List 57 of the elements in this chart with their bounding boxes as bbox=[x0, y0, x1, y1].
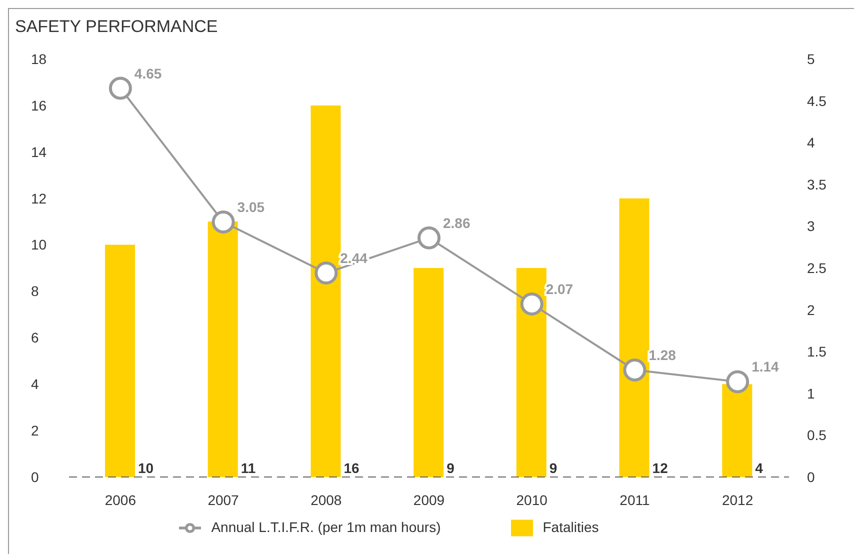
point bbox=[726, 370, 750, 394]
bar bbox=[516, 268, 546, 477]
data-label: 4.65 bbox=[134, 65, 162, 82]
data-label: 4 bbox=[755, 460, 764, 476]
y2-tick-label: 3.5 bbox=[807, 176, 827, 192]
y-tick-label: 6 bbox=[31, 330, 39, 346]
y2-tick-label: 4 bbox=[807, 134, 815, 151]
y2-tick-label: 4.5 bbox=[807, 92, 827, 109]
y-tick-label: 10 bbox=[31, 236, 47, 253]
data-label: 1.28 bbox=[648, 346, 676, 363]
point bbox=[314, 262, 338, 285]
y-tick-label: 0 bbox=[31, 468, 39, 485]
data-label: 1.14 bbox=[752, 358, 780, 375]
bar bbox=[722, 384, 752, 477]
x-tick-label: 2008 bbox=[310, 492, 342, 508]
chart-title: SAFETY PERFORMANCE bbox=[15, 17, 218, 37]
y-tick-label: 14 bbox=[31, 144, 47, 160]
bar bbox=[619, 198, 650, 477]
y2-tick-label: 3 bbox=[807, 218, 815, 234]
data-label: 9 bbox=[446, 460, 455, 476]
data-label: 2.86 bbox=[443, 214, 470, 231]
bar bbox=[105, 244, 135, 477]
y2-tick-label: 5 bbox=[807, 50, 815, 67]
legend-label: Fatalities bbox=[542, 518, 599, 535]
x-tick-label: 2012 bbox=[722, 492, 754, 508]
point bbox=[212, 210, 235, 234]
data-label: 3.05 bbox=[237, 199, 265, 216]
data-label: 11 bbox=[240, 460, 256, 476]
y-tick-label: 16 bbox=[31, 97, 47, 114]
y-tick-label: 18 bbox=[31, 50, 47, 67]
y2-tick-label: 2 bbox=[807, 302, 815, 318]
x-tick-label: 2007 bbox=[208, 492, 240, 508]
legend-label: Annual L.T.I.F.R. (per 1m man hours) bbox=[211, 518, 441, 535]
bar bbox=[310, 105, 341, 477]
y-tick-label: 4 bbox=[31, 376, 39, 392]
point bbox=[623, 358, 646, 382]
data-label: 12 bbox=[652, 460, 668, 476]
point bbox=[520, 292, 544, 316]
data-label: 10 bbox=[138, 460, 154, 476]
point bbox=[418, 226, 440, 250]
y2-tick-label: 0 bbox=[807, 468, 815, 485]
x-tick-label: 2011 bbox=[620, 492, 650, 508]
x-tick-label: 2006 bbox=[104, 492, 136, 508]
bar bbox=[208, 222, 238, 477]
y2-tick-label: 0.5 bbox=[807, 427, 827, 444]
data-label: 9 bbox=[549, 460, 558, 476]
y2-tick-label: 2.5 bbox=[807, 260, 827, 276]
y-tick-label: 8 bbox=[31, 283, 39, 300]
x-tick-label: 2009 bbox=[413, 492, 445, 508]
y-tick-label: 12 bbox=[31, 190, 47, 206]
y2-tick-label: 1.5 bbox=[807, 344, 827, 360]
y-tick-label: 2 bbox=[31, 422, 39, 439]
x-tick-label: 2010 bbox=[516, 492, 548, 508]
bar bbox=[414, 268, 444, 477]
point bbox=[108, 76, 132, 100]
data-label: 16 bbox=[344, 460, 360, 476]
y2-tick-label: 1 bbox=[807, 385, 815, 402]
